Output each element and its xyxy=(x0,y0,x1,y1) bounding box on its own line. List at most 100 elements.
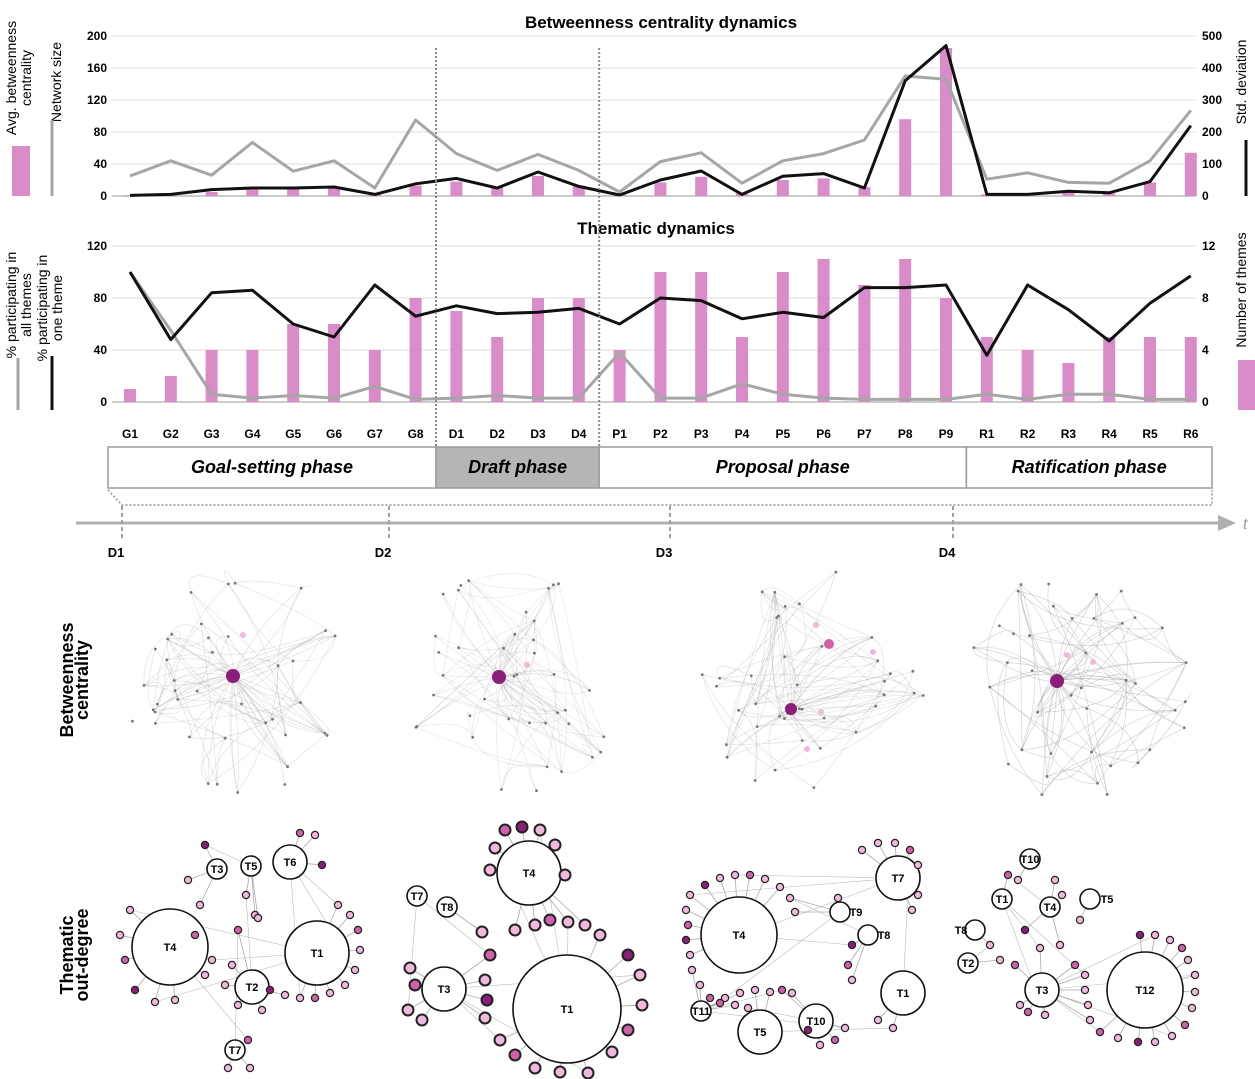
x-tick-D3: D3 xyxy=(530,427,546,441)
network-node xyxy=(457,588,460,592)
network-node xyxy=(567,722,571,726)
network-node xyxy=(195,689,199,693)
network-edge xyxy=(790,708,857,735)
network-edge xyxy=(762,591,891,674)
network-edge xyxy=(1132,749,1151,769)
network-edge xyxy=(774,591,873,638)
network-node xyxy=(552,672,556,676)
network-node xyxy=(988,685,992,689)
network-edge xyxy=(232,675,286,736)
network-node xyxy=(778,714,781,718)
participant-node xyxy=(1113,1033,1123,1043)
network-edge xyxy=(177,699,326,734)
bar-R3 xyxy=(1062,363,1075,402)
network-edge xyxy=(813,673,891,788)
network-edge xyxy=(472,676,500,738)
participant-node xyxy=(621,948,635,962)
y-label-all-themes-line: all themes xyxy=(18,273,34,337)
network-edge xyxy=(498,669,590,691)
participant-node xyxy=(220,980,230,990)
participant-node xyxy=(325,988,335,998)
network-edge xyxy=(790,690,915,710)
y-label-one-theme-line: % participating in xyxy=(34,255,50,362)
network-edge xyxy=(778,615,878,662)
participant-node xyxy=(120,955,130,965)
network-edge xyxy=(716,646,823,687)
network-edge xyxy=(498,583,559,678)
network-edge xyxy=(228,583,294,662)
y-label-network-size-line: Network size xyxy=(48,42,64,122)
theme-node-T6 xyxy=(272,844,308,880)
network-node xyxy=(215,782,219,786)
network-edge xyxy=(1053,605,1087,653)
network-edge xyxy=(1090,751,1098,784)
network-node-highlight xyxy=(818,709,824,715)
theme-node-T11 xyxy=(690,1000,712,1022)
theme-node-T1 xyxy=(284,920,350,986)
series-line-1 xyxy=(129,74,1192,194)
network-edge xyxy=(232,675,286,736)
theme-label-T7: T7 xyxy=(411,891,424,903)
participant-node xyxy=(553,1065,567,1079)
legend-key-bar xyxy=(1238,360,1255,410)
bar-D1 xyxy=(450,311,463,402)
network-edge xyxy=(1020,584,1087,653)
x-tick-R6: R6 xyxy=(1183,427,1199,441)
participant-node xyxy=(280,990,290,1000)
network-edge xyxy=(1096,594,1128,681)
participant-node xyxy=(635,998,649,1012)
participant-node xyxy=(765,987,775,997)
network-edge xyxy=(277,588,302,736)
network-edge xyxy=(1056,661,1187,682)
participant-node xyxy=(847,975,857,985)
network-edge xyxy=(784,603,807,658)
network-hub xyxy=(1050,674,1064,688)
network-node xyxy=(142,684,146,687)
bar-P2 xyxy=(654,182,667,196)
network-node xyxy=(818,746,822,750)
participant-node xyxy=(243,1035,253,1045)
network-edge xyxy=(1029,594,1097,636)
network-edge xyxy=(973,630,1014,648)
participant-node xyxy=(415,1013,429,1027)
y-tick-right: 200 xyxy=(1202,125,1222,139)
network-node xyxy=(1007,762,1010,766)
network-node xyxy=(236,791,240,794)
network-node xyxy=(882,693,886,697)
network-node xyxy=(1079,686,1083,690)
phase-label: Proposal phase xyxy=(716,457,850,477)
participant-node xyxy=(1080,970,1090,980)
network-edge xyxy=(774,592,780,621)
phase-box xyxy=(435,446,600,489)
network-edge xyxy=(167,624,209,640)
theme-label-T8: T8 xyxy=(955,925,968,937)
network-edge xyxy=(153,665,279,711)
network-edge xyxy=(761,591,800,609)
network-edge xyxy=(224,570,236,585)
network-edge xyxy=(797,655,878,686)
participant-node xyxy=(1035,943,1045,953)
network-edge xyxy=(1091,683,1136,753)
network-node xyxy=(333,634,337,638)
network-edge xyxy=(516,674,558,714)
bar-G8 xyxy=(409,185,422,196)
network-node xyxy=(854,730,858,734)
row-label-outdegree-line: out-degree xyxy=(72,908,92,1001)
network-node xyxy=(131,719,134,723)
network-node xyxy=(1069,693,1073,697)
participant-node xyxy=(115,930,125,940)
network-node xyxy=(718,676,722,680)
network-node xyxy=(1019,583,1023,586)
projection-line xyxy=(107,489,1213,506)
theme-label-T2: T2 xyxy=(962,958,975,970)
network-edge xyxy=(235,582,336,637)
network-edge xyxy=(1021,623,1123,750)
network-edge xyxy=(311,723,326,734)
network-edge xyxy=(1149,662,1187,750)
network-edge xyxy=(716,571,837,687)
network-edge xyxy=(1047,583,1086,654)
network-edge xyxy=(1021,683,1136,751)
network-edge xyxy=(1046,701,1186,777)
network-edge xyxy=(498,676,593,758)
bar-G5 xyxy=(287,324,300,402)
